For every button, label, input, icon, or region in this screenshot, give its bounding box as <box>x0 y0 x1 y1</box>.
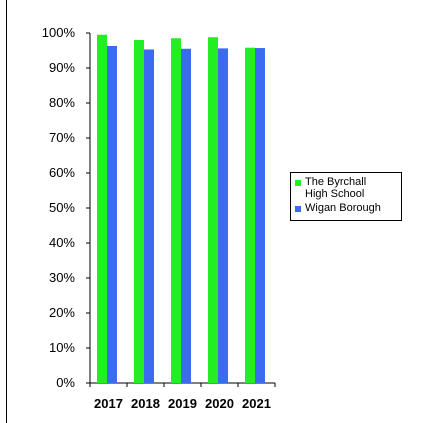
y-tick-label: 90% <box>49 60 75 75</box>
bar-school <box>97 34 107 383</box>
legend-swatch-borough <box>295 206 301 212</box>
chart-bars <box>97 34 265 384</box>
legend-label-borough: Wigan Borough <box>305 202 381 214</box>
legend-label-school-line1: The Byrchall <box>305 176 367 188</box>
y-tick-label: 40% <box>49 235 75 250</box>
bar-borough <box>218 48 228 384</box>
x-category-label: 2019 <box>168 396 197 411</box>
bar-borough <box>181 48 191 383</box>
bar-borough <box>255 48 265 384</box>
bar-borough <box>144 49 154 383</box>
y-tick-label: 30% <box>49 270 75 285</box>
chart-labels: 0% 10% 20% 30% 40% 50% 60% 70% 80% 90% 100% 2017 201… <box>42 25 271 411</box>
x-category-label: 2021 <box>242 396 271 411</box>
legend-item-school: The Byrchall High School <box>295 176 397 200</box>
bar-school <box>134 40 144 383</box>
y-tick-label: 20% <box>49 305 75 320</box>
y-tick-label: 10% <box>49 340 75 355</box>
legend-label-school-line2: High School <box>305 188 365 200</box>
chart-legend: The Byrchall High School Wigan Borough <box>290 172 402 221</box>
bar-school <box>245 47 255 383</box>
bar-school <box>171 38 181 383</box>
x-category-label: 2017 <box>94 396 123 411</box>
bar-school <box>208 37 218 383</box>
y-tick-label: 100% <box>42 25 76 40</box>
y-tick-label: 50% <box>49 200 75 215</box>
bar-borough <box>107 45 117 383</box>
y-tick-label: 80% <box>49 95 75 110</box>
y-tick-label: 70% <box>49 130 75 145</box>
y-tick-label: 0% <box>56 375 75 390</box>
legend-label-school: The Byrchall High School <box>305 176 366 200</box>
x-category-label: 2018 <box>131 396 160 411</box>
legend-swatch-school <box>295 180 301 186</box>
x-category-label: 2020 <box>205 396 234 411</box>
legend-item-borough: Wigan Borough <box>295 202 397 214</box>
y-tick-label: 60% <box>49 165 75 180</box>
frame-left-border <box>6 0 7 423</box>
